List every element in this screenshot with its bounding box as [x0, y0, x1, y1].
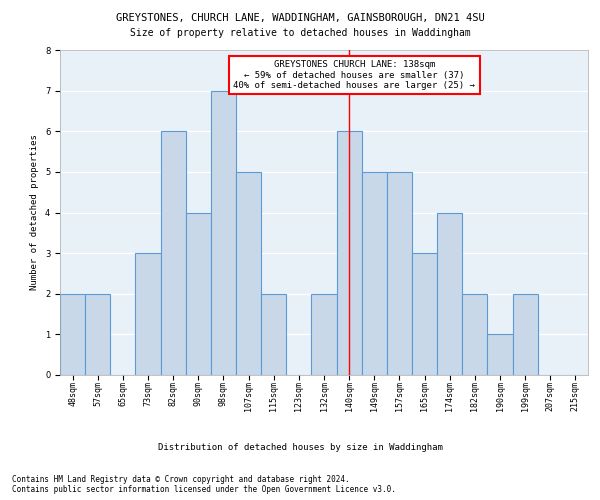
Bar: [462, 294, 487, 375]
Bar: [60, 294, 85, 375]
Bar: [487, 334, 512, 375]
Text: Distribution of detached houses by size in Waddingham: Distribution of detached houses by size …: [158, 442, 442, 452]
Bar: [337, 131, 362, 375]
Bar: [186, 212, 211, 375]
Bar: [161, 131, 186, 375]
Bar: [362, 172, 387, 375]
Bar: [85, 294, 110, 375]
Bar: [512, 294, 538, 375]
Bar: [437, 212, 462, 375]
Bar: [412, 253, 437, 375]
Bar: [261, 294, 286, 375]
Text: Contains HM Land Registry data © Crown copyright and database right 2024.: Contains HM Land Registry data © Crown c…: [12, 475, 350, 484]
Y-axis label: Number of detached properties: Number of detached properties: [31, 134, 40, 290]
Bar: [387, 172, 412, 375]
Bar: [311, 294, 337, 375]
Bar: [136, 253, 161, 375]
Text: Contains public sector information licensed under the Open Government Licence v3: Contains public sector information licen…: [12, 485, 396, 494]
Bar: [211, 90, 236, 375]
Text: Size of property relative to detached houses in Waddingham: Size of property relative to detached ho…: [130, 28, 470, 38]
Bar: [236, 172, 261, 375]
Text: GREYSTONES CHURCH LANE: 138sqm
← 59% of detached houses are smaller (37)
40% of : GREYSTONES CHURCH LANE: 138sqm ← 59% of …: [233, 60, 475, 90]
Text: GREYSTONES, CHURCH LANE, WADDINGHAM, GAINSBOROUGH, DN21 4SU: GREYSTONES, CHURCH LANE, WADDINGHAM, GAI…: [116, 12, 484, 22]
